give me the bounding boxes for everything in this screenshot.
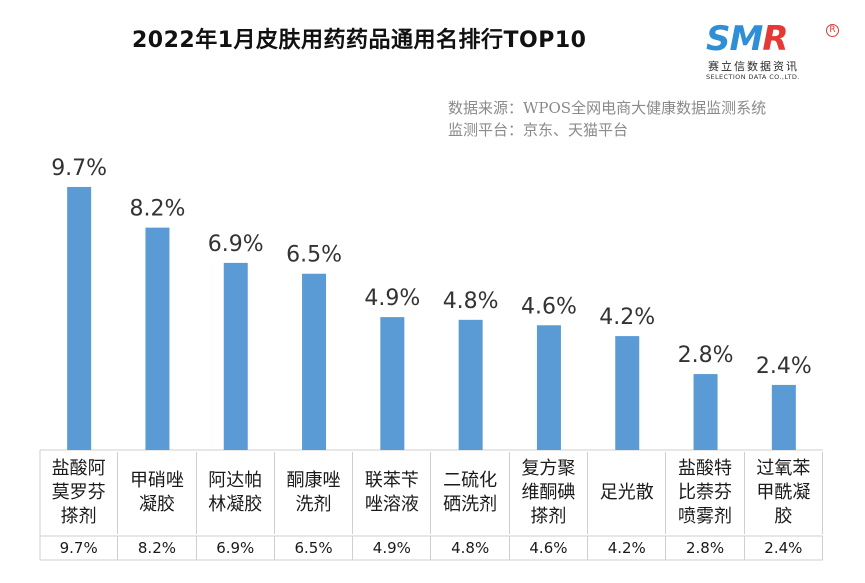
category-label-2: 甲硝唑 凝胶 <box>118 452 197 534</box>
data-label-7: 4.6% <box>521 294 577 319</box>
category-label-8: 足光散 <box>588 452 667 534</box>
category-label-4: 酮康唑 洗剂 <box>275 452 354 534</box>
data-label-10: 2.4% <box>756 354 812 379</box>
data-label-6: 4.8% <box>443 289 499 314</box>
logo-english-name: SELECTION DATA CO.,LTD. <box>706 73 800 81</box>
bar-4 <box>302 273 327 450</box>
data-label-9: 2.8% <box>678 343 734 368</box>
company-logo: SMR R 赛立信数据资讯 SELECTION DATA CO.,LTD. <box>706 19 839 82</box>
platform-line: 监测平台：京东、天猫平台 <box>448 121 629 139</box>
data-label-1: 9.7% <box>51 156 107 181</box>
table-value-2: 8.2% <box>118 536 197 560</box>
data-label-2: 8.2% <box>129 197 185 222</box>
bar-1 <box>67 186 92 450</box>
data-label-8: 4.2% <box>599 305 655 330</box>
category-label-6: 二硫化 硒洗剂 <box>432 452 510 534</box>
category-label-5: 联苯苄 唑溶液 <box>353 452 432 534</box>
bar-7 <box>536 325 561 450</box>
logo-chinese-name: 赛立信数据资讯 <box>708 60 799 73</box>
data-label-4: 6.5% <box>286 243 342 268</box>
bar-5 <box>380 317 405 450</box>
table-value-8: 4.2% <box>588 536 667 560</box>
bar-3 <box>223 262 248 450</box>
table-value-7: 4.6% <box>510 536 589 560</box>
table-value-3: 6.9% <box>197 536 275 560</box>
table-value-6: 4.8% <box>432 536 510 560</box>
table-value-4: 6.5% <box>275 536 354 560</box>
logo-wordmark: SMR <box>706 19 789 59</box>
data-label-3: 6.9% <box>208 232 264 257</box>
bar-9 <box>693 374 718 450</box>
bar-2 <box>145 227 170 450</box>
category-label-3: 阿达帕 林凝胶 <box>197 452 275 534</box>
table-value-1: 9.7% <box>40 536 119 560</box>
source-line: 数据来源：WPOS全网电商大健康数据监测系统 <box>448 99 767 117</box>
bar-6 <box>458 319 483 450</box>
category-label-7: 复方聚 维酮碘 搽剂 <box>510 452 589 534</box>
bar-10 <box>771 384 796 450</box>
table-value-5: 4.9% <box>353 536 432 560</box>
data-source-note: 数据来源：WPOS全网电商大健康数据监测系统 监测平台：京东、天猫平台 <box>448 97 766 141</box>
chart-title: 2022年1月皮肤用药药品通用名排行TOP10 <box>132 28 587 53</box>
bar-8 <box>615 336 640 450</box>
category-label-10: 过氧苯 甲酰凝 胶 <box>745 452 823 534</box>
table-value-9: 2.8% <box>666 536 745 560</box>
table-value-10: 2.4% <box>745 536 823 560</box>
data-label-5: 4.9% <box>364 286 420 311</box>
registered-mark-icon: R <box>826 24 839 37</box>
category-label-1: 盐酸阿 莫罗芬 搽剂 <box>40 452 119 534</box>
category-label-9: 盐酸特 比萘芬 喷雾剂 <box>666 452 745 534</box>
